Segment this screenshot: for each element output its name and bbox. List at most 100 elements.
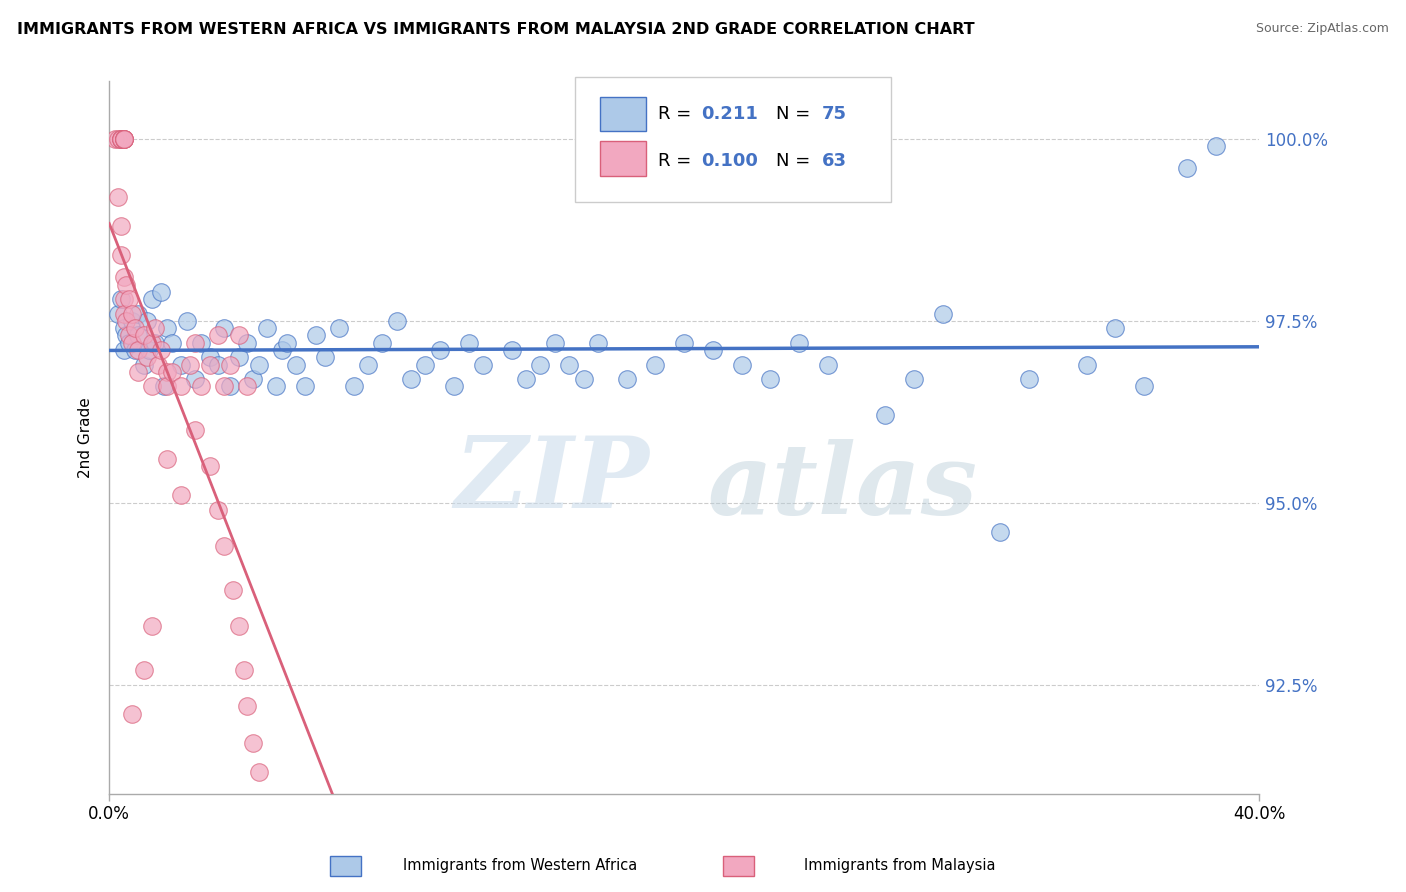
Point: [127, 307, 149, 321]
Point: [135, 351, 157, 365]
Point: [515, 372, 537, 386]
Point: [276, 335, 298, 350]
Point: [121, 706, 143, 721]
Point: [207, 328, 229, 343]
Text: 63: 63: [823, 153, 848, 170]
Point: [228, 328, 250, 343]
Point: [110, 132, 132, 146]
Point: [132, 328, 155, 343]
Point: [198, 358, 221, 372]
Text: atlas: atlas: [707, 439, 977, 535]
Point: [127, 343, 149, 357]
Point: [236, 335, 259, 350]
Point: [222, 582, 245, 597]
Point: [1104, 321, 1126, 335]
Text: Immigrants from Western Africa: Immigrants from Western Africa: [404, 858, 637, 872]
Point: [110, 248, 132, 262]
Point: [156, 379, 179, 393]
Point: [228, 619, 250, 633]
Point: [141, 335, 163, 350]
Point: [673, 335, 696, 350]
FancyBboxPatch shape: [575, 78, 891, 202]
Point: [112, 307, 135, 321]
Text: IMMIGRANTS FROM WESTERN AFRICA VS IMMIGRANTS FROM MALAYSIA 2ND GRADE CORRELATION: IMMIGRANTS FROM WESTERN AFRICA VS IMMIGR…: [17, 22, 974, 37]
Point: [328, 321, 350, 335]
Point: [817, 358, 839, 372]
Point: [270, 343, 292, 357]
Point: [107, 132, 129, 146]
Point: [198, 459, 221, 474]
Point: [112, 292, 135, 306]
Point: [141, 292, 163, 306]
Point: [112, 132, 135, 146]
Point: [124, 343, 146, 357]
Point: [759, 372, 782, 386]
Text: Immigrants from Malaysia: Immigrants from Malaysia: [804, 858, 995, 872]
Text: ZIP: ZIP: [454, 432, 650, 528]
Point: [141, 379, 163, 393]
Point: [1175, 161, 1198, 176]
Point: [104, 132, 127, 146]
Point: [170, 379, 193, 393]
Point: [457, 335, 479, 350]
Point: [107, 190, 129, 204]
Text: 0.100: 0.100: [702, 153, 758, 170]
Point: [121, 335, 143, 350]
Point: [118, 335, 141, 350]
Point: [1205, 139, 1227, 153]
Point: [132, 663, 155, 677]
Point: [170, 488, 193, 502]
Point: [176, 314, 198, 328]
Point: [121, 307, 143, 321]
Point: [112, 132, 135, 146]
Point: [115, 277, 138, 292]
Point: [1076, 358, 1098, 372]
Point: [121, 314, 143, 328]
Point: [294, 379, 316, 393]
Point: [212, 321, 235, 335]
Text: R =: R =: [658, 153, 697, 170]
Point: [110, 292, 132, 306]
Point: [153, 379, 176, 393]
Point: [228, 351, 250, 365]
Point: [156, 365, 179, 379]
Point: [644, 358, 666, 372]
Point: [150, 343, 173, 357]
Point: [1018, 372, 1040, 386]
Point: [236, 699, 259, 714]
Point: [110, 132, 132, 146]
Point: [314, 351, 336, 365]
Point: [156, 321, 179, 335]
Point: [731, 358, 754, 372]
Text: N =: N =: [776, 105, 817, 123]
Point: [118, 292, 141, 306]
Point: [212, 379, 235, 393]
Point: [357, 358, 380, 372]
Text: 0.211: 0.211: [702, 105, 758, 123]
Point: [141, 619, 163, 633]
Point: [198, 351, 221, 365]
Point: [207, 503, 229, 517]
FancyBboxPatch shape: [600, 96, 647, 131]
Y-axis label: 2nd Grade: 2nd Grade: [79, 397, 93, 477]
Point: [236, 379, 259, 393]
Point: [207, 358, 229, 372]
Point: [150, 285, 173, 299]
Point: [443, 379, 465, 393]
Point: [385, 314, 408, 328]
Point: [586, 335, 609, 350]
Point: [558, 358, 581, 372]
Point: [184, 372, 207, 386]
Point: [143, 321, 166, 335]
Point: [162, 365, 184, 379]
Point: [256, 321, 278, 335]
Point: [305, 328, 328, 343]
Point: [115, 314, 138, 328]
Point: [429, 343, 451, 357]
Point: [247, 358, 270, 372]
Point: [371, 335, 394, 350]
Text: N =: N =: [776, 153, 817, 170]
Point: [112, 132, 135, 146]
Point: [242, 736, 264, 750]
Point: [903, 372, 925, 386]
